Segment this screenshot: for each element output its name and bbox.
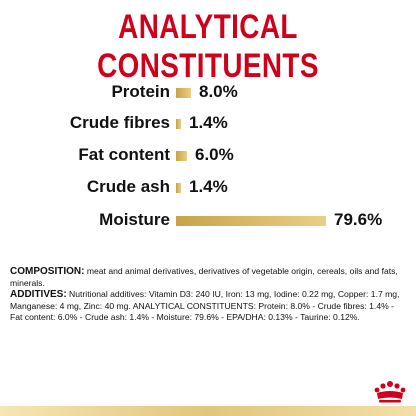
constituent-label: Crude ash <box>86 177 170 196</box>
additives-label: ADDITIVES: <box>10 289 67 301</box>
constituent-bar <box>176 216 326 226</box>
footer-band <box>0 406 416 416</box>
constituent-value: 6.0% <box>195 145 234 164</box>
composition-text: meat and animal derivatives, derivatives… <box>10 266 398 288</box>
constituent-label: Moisture <box>99 210 170 229</box>
constituent-row: Protein 8.0% <box>0 80 416 104</box>
constituent-row: Moisture 79.6% <box>0 208 416 232</box>
constituent-value: 1.4% <box>189 177 228 196</box>
additives-text: Nutritional additives: Vitamin D3: 240 I… <box>10 289 400 323</box>
constituent-bar <box>176 88 191 98</box>
constituent-bar <box>176 151 187 161</box>
constituent-value: 8.0% <box>199 82 238 101</box>
page-title: ANALYTICAL CONSTITUENTS <box>97 8 319 85</box>
constituent-row: Crude ash 1.4% <box>0 175 416 199</box>
constituent-label: Protein <box>111 82 170 101</box>
constituent-value: 79.6% <box>334 210 383 229</box>
constituent-label: Crude fibres <box>69 113 170 132</box>
constituent-bar <box>176 119 181 129</box>
crown-logo-icon <box>374 381 406 403</box>
constituent-row: Crude fibres 1.4% <box>0 111 416 135</box>
composition-label: COMPOSITION: <box>10 266 85 277</box>
constituent-label: Fat content <box>78 145 170 164</box>
constituent-row: Fat content 6.0% <box>0 143 416 167</box>
constituent-value: 1.4% <box>189 113 228 132</box>
composition-block: COMPOSITION: meat and animal derivatives… <box>10 266 408 324</box>
constituent-bar <box>176 183 181 193</box>
